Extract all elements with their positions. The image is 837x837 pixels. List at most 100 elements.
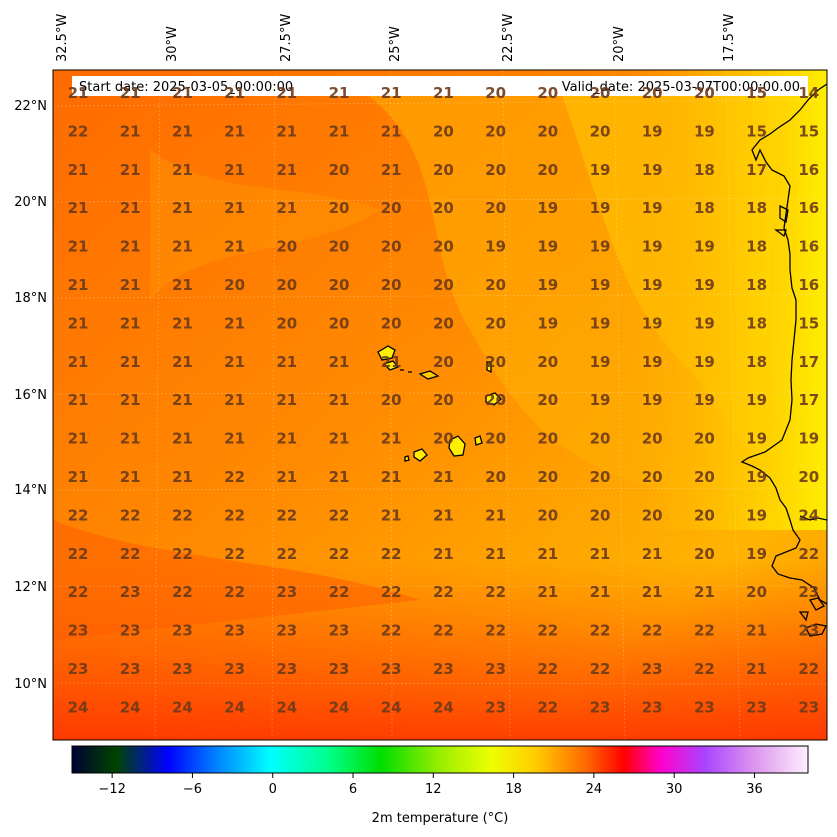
grid-value: 23 [485,698,506,716]
grid-value: 15 [746,122,767,140]
grid-value: 21 [381,353,402,371]
island-boa-vista [485,392,502,406]
grid-value: 17 [798,353,819,371]
grid-value: 21 [120,276,141,294]
grid-value: 21 [485,506,506,524]
grid-value: 19 [798,430,819,448]
grid-value: 21 [68,314,89,332]
grid-value: 19 [746,468,767,486]
colorbar-tick-label: 18 [505,782,522,797]
grid-value: 21 [224,353,245,371]
grid-value: 21 [68,84,89,102]
start-date-label: Start date: 2025-03-05_00:00:00 [79,80,293,95]
island-santiago [448,435,466,457]
grid-value: 20 [381,391,402,409]
grid-value: 19 [694,353,715,371]
longitude-label: 20°W [612,26,627,62]
grid-value: 20 [329,276,350,294]
grid-value: 19 [590,161,611,179]
grid-value: 21 [224,238,245,256]
grid-value: 21 [68,161,89,179]
grid-value: 21 [120,238,141,256]
grid-value: 21 [68,238,89,256]
grid-value: 20 [381,199,402,217]
grid-value: 20 [537,391,558,409]
grid-value: 21 [172,276,193,294]
grid-value: 21 [329,84,350,102]
longitude-label: 27.5°W [279,14,294,62]
grid-value: 23 [798,583,819,601]
grid-value: 23 [485,660,506,678]
grid-value: 21 [590,545,611,563]
grid-value: 21 [120,122,141,140]
grid-value: 23 [120,622,141,640]
dot-islands [400,369,412,373]
grid-value: 21 [172,391,193,409]
grid-value: 21 [120,84,141,102]
grid-value: 21 [224,161,245,179]
grid-value: 14 [798,84,819,102]
grid-value: 19 [642,314,663,332]
grid-value: 22 [798,660,819,678]
valid-date-label: Valid_date: 2025-03-07T00:00:00.00 [562,80,800,95]
island-fogo [413,448,428,462]
coastlines [377,83,827,637]
grid-value: 23 [642,698,663,716]
grid-value: 19 [694,122,715,140]
grid-value: 20 [642,468,663,486]
grid-value: 20 [485,468,506,486]
grid-value: 22 [537,660,558,678]
grid-value: 20 [642,430,663,448]
grid-value: 22 [642,622,663,640]
grid-value: 23 [329,622,350,640]
grid-value: 20 [537,122,558,140]
grid-value: 23 [746,698,767,716]
grid-value: 20 [798,468,819,486]
grid-value: 21 [329,430,350,448]
grid-value: 21 [224,430,245,448]
grid-value: 22 [68,583,89,601]
map-frame [52,69,828,741]
grid-value: 21 [68,391,89,409]
grid-value: 18 [746,276,767,294]
grid-value: 24 [381,698,402,716]
colorbar-label: 2m temperature (°C) [372,811,509,826]
grid-value: 20 [537,430,558,448]
colorbar-tick-label: −12 [98,782,125,797]
grid-value: 21 [68,468,89,486]
grid-value: 20 [433,199,454,217]
grid-value: 24 [120,698,141,716]
latitude-labels: 22°N 20°N 18°N 16°N 14°N 12°N 10°N [14,99,47,692]
grid-value: 19 [642,353,663,371]
grid-value: 20 [485,122,506,140]
grid-value: 20 [381,276,402,294]
grid-value: 21 [172,353,193,371]
grid-value: 22 [381,583,402,601]
grid-value: 18 [694,199,715,217]
grid-value: 21 [276,122,297,140]
grid-value: 22 [224,468,245,486]
latitude-label: 12°N [14,580,47,595]
grid-value: 22 [68,122,89,140]
latitude-label: 22°N [14,99,47,114]
grid-value: 16 [798,238,819,256]
grid-value: 21 [381,506,402,524]
grid-value: 22 [537,698,558,716]
grid-value: 17 [746,161,767,179]
grid-value: 18 [694,161,715,179]
grid-value: 23 [381,660,402,678]
grid-value: 21 [381,430,402,448]
grid-value: 24 [68,698,89,716]
grid-value: 21 [224,391,245,409]
grid-value: 20 [485,199,506,217]
grid-value: 20 [590,122,611,140]
grid-value: 22 [381,545,402,563]
grid-value: 23 [276,583,297,601]
grid-value: 23 [120,583,141,601]
grid-value: 20 [433,161,454,179]
grid-value: 19 [746,506,767,524]
grid-value: 21 [172,468,193,486]
temperature-field [53,70,827,740]
grid-value: 16 [798,161,819,179]
grid-value: 21 [224,199,245,217]
